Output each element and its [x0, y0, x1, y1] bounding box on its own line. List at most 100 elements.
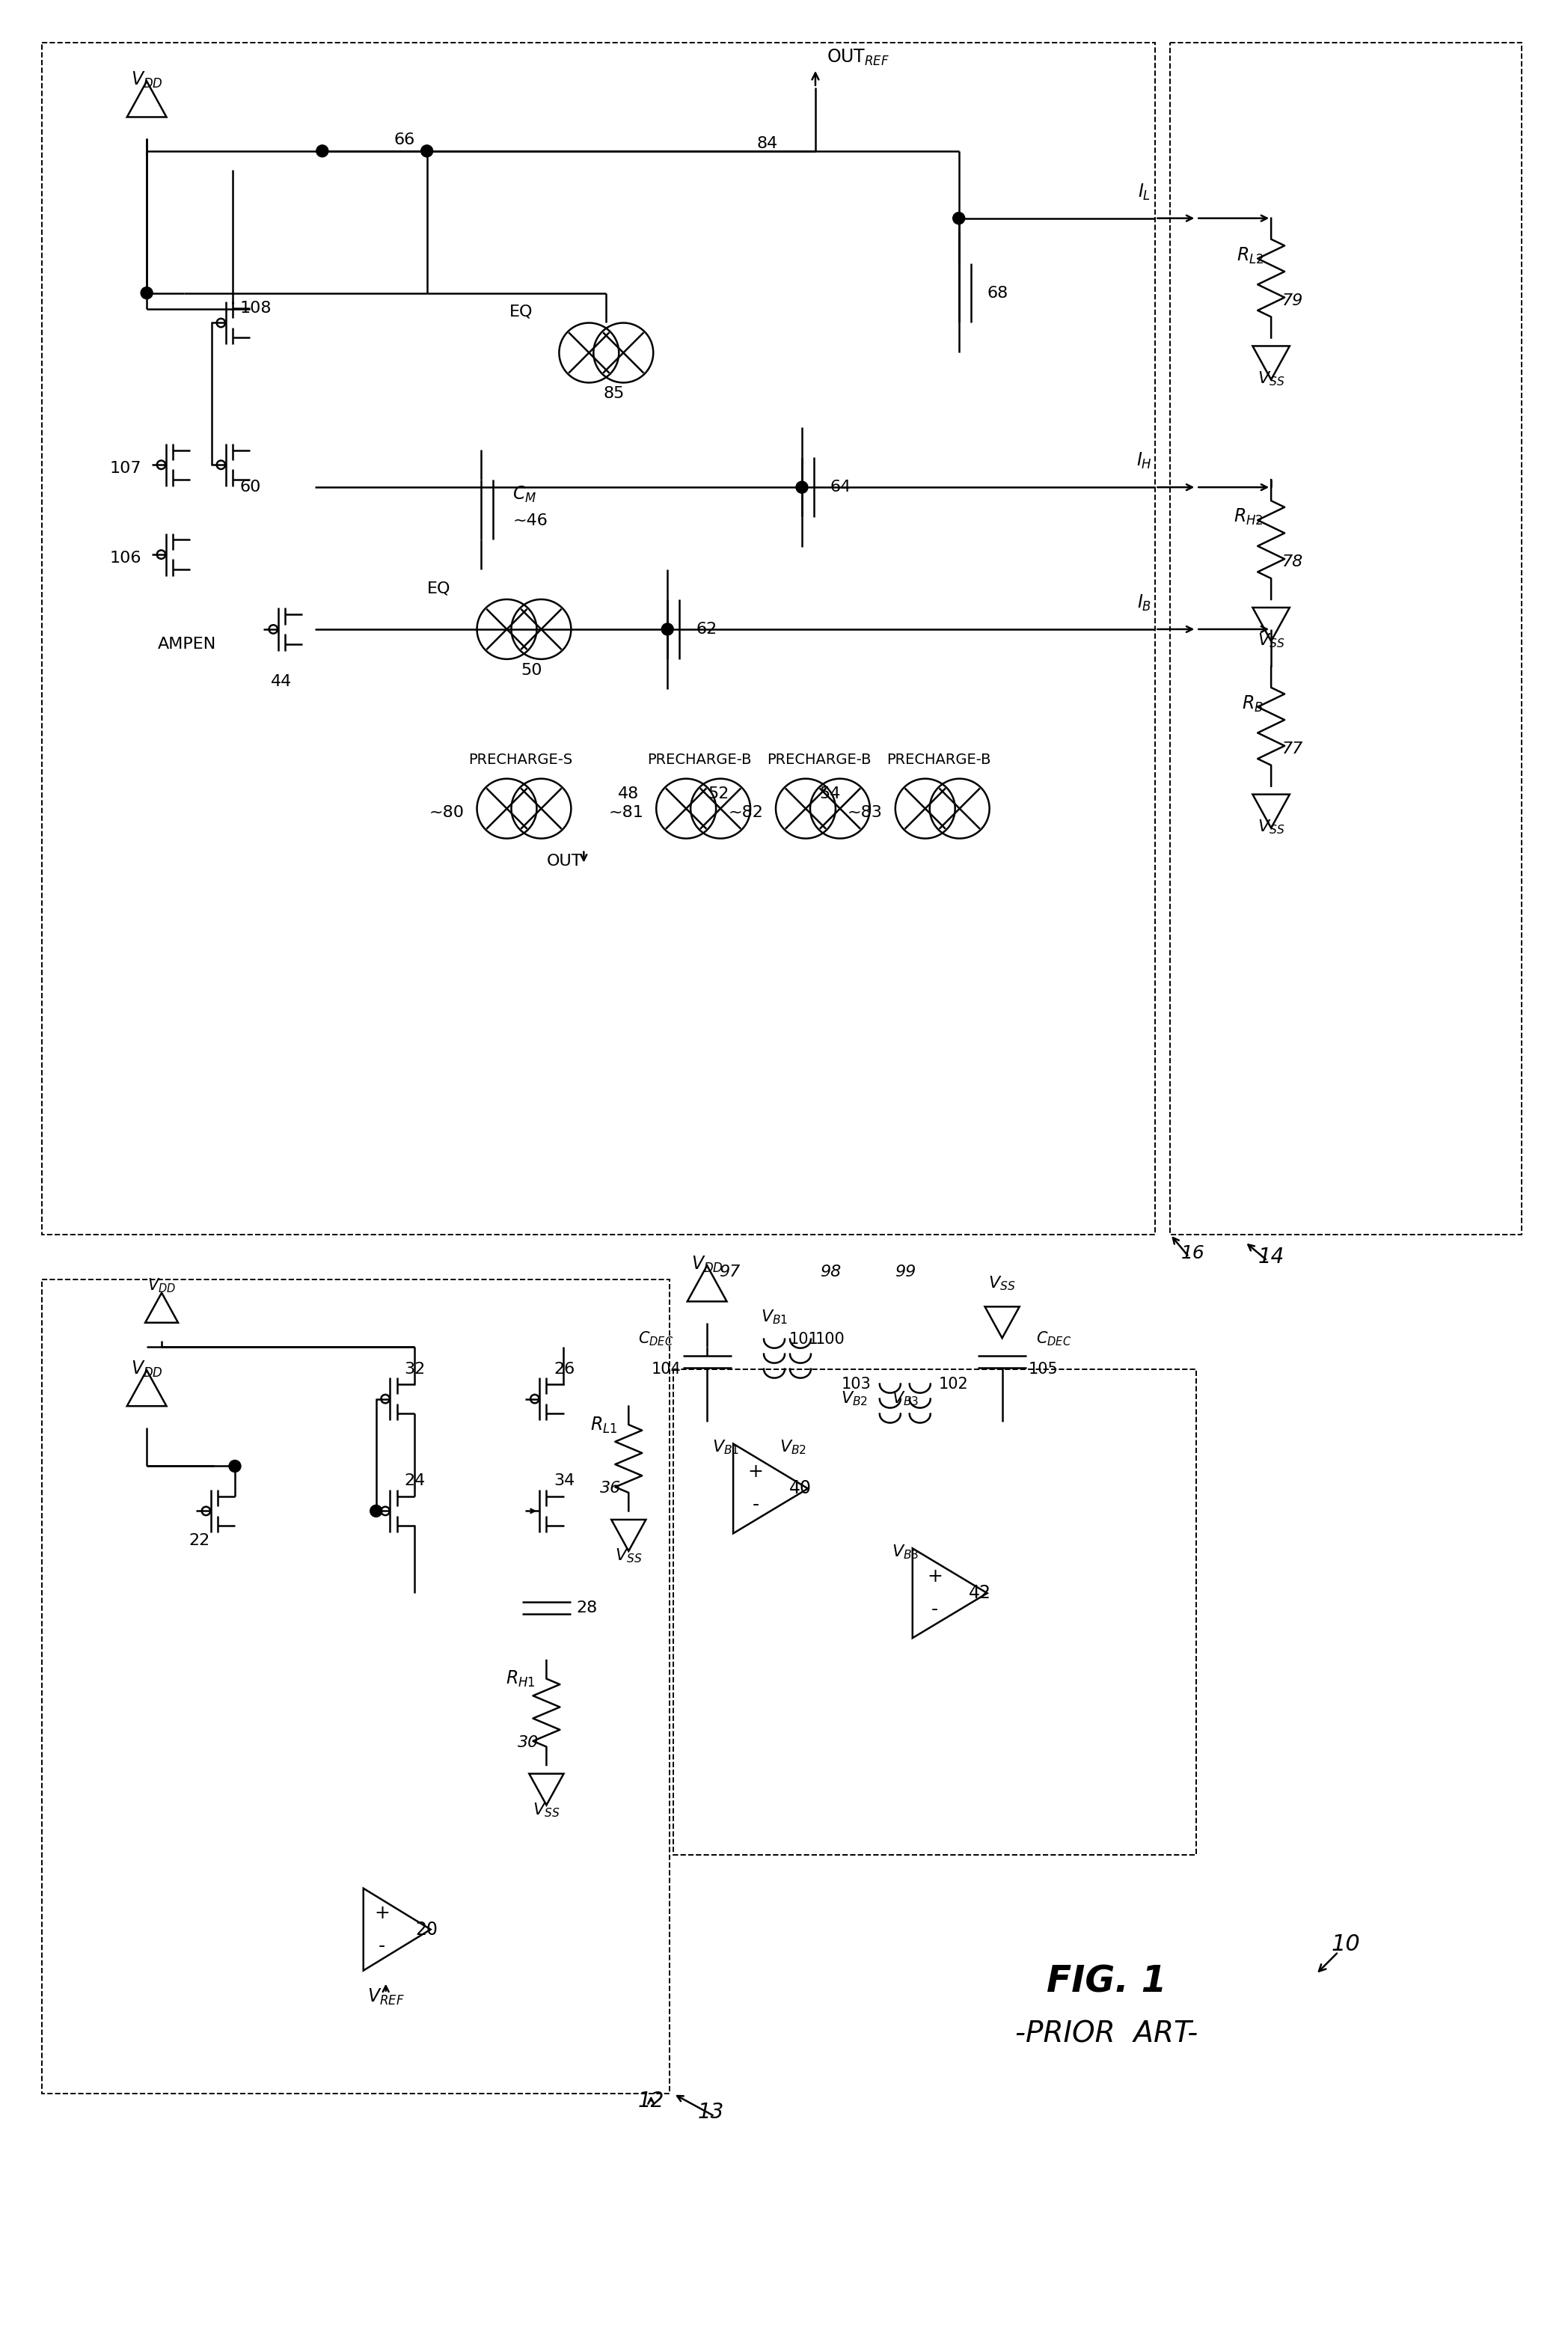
Text: $C_{DEC}$: $C_{DEC}$ [1036, 1330, 1071, 1348]
Text: 40: 40 [789, 1479, 812, 1498]
Text: $C_M$: $C_M$ [513, 485, 536, 504]
Text: 48: 48 [618, 786, 640, 800]
Text: 36: 36 [601, 1481, 621, 1495]
Text: $V_{B1}$: $V_{B1}$ [760, 1309, 787, 1325]
Text: EQ: EQ [426, 581, 450, 595]
Text: 85: 85 [604, 387, 624, 401]
Text: 108: 108 [240, 301, 271, 315]
Text: 62: 62 [696, 623, 717, 637]
Text: $V_{SS}$: $V_{SS}$ [615, 1547, 643, 1565]
Text: 52: 52 [707, 786, 729, 800]
Text: 107: 107 [110, 462, 141, 476]
Text: $R_B$: $R_B$ [1242, 695, 1264, 714]
Text: FIG. 1: FIG. 1 [1047, 1964, 1167, 1999]
Text: 66: 66 [394, 133, 416, 147]
Text: -: - [931, 1600, 938, 1619]
Text: 24: 24 [405, 1474, 425, 1488]
Text: $R_{H2}$: $R_{H2}$ [1234, 506, 1264, 527]
Text: $V_{B2}$: $V_{B2}$ [779, 1439, 806, 1456]
Text: $V_{DD}$: $V_{DD}$ [691, 1255, 723, 1274]
Text: EQ: EQ [510, 303, 533, 320]
Text: 64: 64 [831, 481, 851, 495]
Text: 16: 16 [1181, 1243, 1204, 1262]
Text: 77: 77 [1283, 742, 1303, 756]
Text: ~80: ~80 [430, 805, 464, 819]
Text: -: - [378, 1936, 386, 1955]
Text: $V_{SS}$: $V_{SS}$ [1258, 632, 1284, 649]
Text: OUT: OUT [546, 854, 582, 868]
Circle shape [797, 481, 808, 492]
Text: ~81: ~81 [608, 805, 643, 819]
Text: $V_{DD}$: $V_{DD}$ [130, 1360, 163, 1379]
Text: PRECHARGE-B: PRECHARGE-B [648, 754, 751, 768]
Text: ~83: ~83 [848, 805, 883, 819]
Text: 78: 78 [1283, 555, 1303, 569]
Text: 20: 20 [416, 1920, 437, 1939]
Text: PRECHARGE-S: PRECHARGE-S [469, 754, 572, 768]
Text: $V_{SS}$: $V_{SS}$ [988, 1274, 1016, 1292]
Text: $C_{DEC}$: $C_{DEC}$ [638, 1330, 673, 1348]
Text: 12: 12 [638, 2090, 665, 2111]
Bar [1170, 42, 1521, 1234]
Text: 60: 60 [240, 481, 262, 495]
Text: 28: 28 [577, 1600, 597, 1617]
Text: $V_{B3}$: $V_{B3}$ [892, 1390, 919, 1407]
Text: $I_H$: $I_H$ [1137, 450, 1152, 471]
Text: 44: 44 [271, 674, 292, 688]
Text: 34: 34 [554, 1474, 575, 1488]
Text: 104: 104 [651, 1362, 681, 1376]
Text: $V_{REF}$: $V_{REF}$ [367, 1988, 405, 2006]
Text: $I_B$: $I_B$ [1137, 593, 1151, 614]
Text: ~46: ~46 [513, 513, 547, 527]
Text: 50: 50 [521, 663, 543, 679]
Text: $V_{B1}$: $V_{B1}$ [712, 1439, 739, 1456]
Text: $I_L$: $I_L$ [1138, 182, 1151, 203]
Text: 14: 14 [1258, 1246, 1284, 1267]
Circle shape [420, 145, 433, 156]
Text: $V_{B3}$: $V_{B3}$ [892, 1542, 919, 1561]
Text: 32: 32 [405, 1362, 425, 1376]
Text: OUT$_{REF}$: OUT$_{REF}$ [826, 47, 889, 68]
Circle shape [317, 145, 328, 156]
Text: 26: 26 [554, 1362, 575, 1376]
Text: 30: 30 [517, 1736, 539, 1750]
Text: 54: 54 [820, 786, 840, 800]
Bar [673, 1369, 1196, 1855]
Text: 79: 79 [1283, 294, 1303, 308]
Text: 101: 101 [789, 1332, 818, 1346]
Text: 98: 98 [820, 1264, 840, 1278]
Bar [42, 1278, 670, 2093]
Text: PRECHARGE-B: PRECHARGE-B [886, 754, 991, 768]
Circle shape [370, 1505, 383, 1516]
Circle shape [141, 287, 152, 299]
Text: -: - [753, 1495, 759, 1514]
Text: -PRIOR  ART-: -PRIOR ART- [1016, 2020, 1198, 2048]
Bar [42, 42, 1156, 1234]
Text: PRECHARGE-B: PRECHARGE-B [767, 754, 872, 768]
Text: AMPEN: AMPEN [158, 637, 216, 651]
Text: $V_{SS}$: $V_{SS}$ [1258, 819, 1284, 835]
Text: 22: 22 [190, 1533, 210, 1549]
Text: $V_{DD}$: $V_{DD}$ [147, 1276, 176, 1295]
Text: +: + [375, 1904, 390, 1922]
Text: +: + [927, 1568, 942, 1586]
Circle shape [229, 1460, 241, 1472]
Text: 10: 10 [1331, 1934, 1361, 1955]
Circle shape [662, 623, 673, 635]
Text: $V_{B2}$: $V_{B2}$ [840, 1390, 867, 1407]
Text: 99: 99 [894, 1264, 916, 1278]
Text: $V_{SS}$: $V_{SS}$ [533, 1801, 560, 1820]
Text: +: + [748, 1463, 764, 1481]
Text: 13: 13 [698, 2102, 724, 2123]
Text: ~82: ~82 [728, 805, 764, 819]
Text: 100: 100 [815, 1332, 845, 1346]
Text: 84: 84 [757, 135, 778, 152]
Text: 106: 106 [110, 551, 141, 565]
Text: 42: 42 [969, 1584, 991, 1603]
Text: 68: 68 [988, 285, 1008, 301]
Text: 102: 102 [939, 1376, 969, 1390]
Text: $V_{SS}$: $V_{SS}$ [1258, 371, 1284, 387]
Text: 103: 103 [842, 1376, 872, 1390]
Text: $R_{H1}$: $R_{H1}$ [505, 1670, 535, 1689]
Text: 97: 97 [718, 1264, 740, 1278]
